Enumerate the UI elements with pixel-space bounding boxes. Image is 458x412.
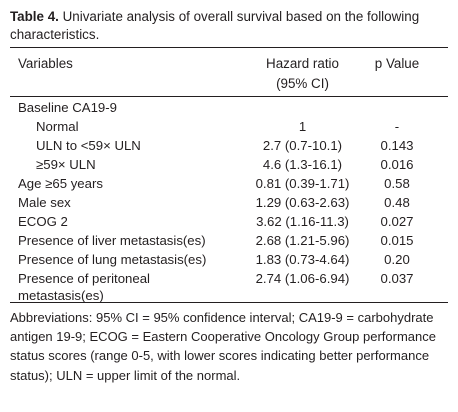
cell-p-value: 0.20 (384, 252, 410, 267)
column-header-variables: Variables (18, 56, 73, 71)
cell-p-value: 0.58 (384, 176, 410, 191)
cell-variable: metastasis(es) (18, 288, 104, 303)
table-row: ≥59× ULN 4.6 (1.3-16.1) 0.016 (0, 155, 458, 174)
table-caption-label: Table 4. (10, 9, 59, 24)
cell-variable: ECOG 2 (18, 214, 68, 229)
cell-hazard-ratio: 4.6 (1.3-16.1) (262, 157, 343, 172)
table-caption: Table 4. Univariate analysis of overall … (10, 8, 450, 44)
cell-p-value: 0.143 (380, 138, 414, 153)
table-row: ULN to <59× ULN 2.7 (0.7-10.1) 0.143 (0, 136, 458, 155)
table-row: Age ≥65 years 0.81 (0.39-1.71) 0.58 (0, 174, 458, 193)
table-row: Presence of liver metastasis(es) 2.68 (1.… (0, 231, 458, 250)
table-row: Male sex 1.29 (0.63-2.63) 0.48 (0, 193, 458, 212)
cell-variable: Baseline CA19-9 (18, 100, 117, 115)
column-header-p-value: p Value (374, 56, 420, 71)
cell-p-value: 0.027 (380, 214, 414, 229)
cell-hazard-ratio: 1.83 (0.73-4.64) (255, 252, 350, 267)
top-rule (10, 47, 448, 48)
table-row: ECOG 2 3.62 (1.16-11.3) 0.027 (0, 212, 458, 231)
table-caption-text: Univariate analysis of overall survival … (10, 9, 420, 42)
table-footnote: Abbreviations: 95% CI = 95% confidence i… (10, 310, 436, 383)
cell-hazard-ratio: 2.74 (1.06-6.94) (255, 271, 350, 286)
cell-p-value: 0.015 (380, 233, 414, 248)
header-rule (10, 96, 448, 97)
table-row: Baseline CA19-9 (0, 98, 458, 117)
cell-variable: Presence of liver metastasis(es) (18, 233, 206, 248)
cell-hazard-ratio: 0.81 (0.39-1.71) (255, 176, 350, 191)
table-row: metastasis(es) (0, 286, 458, 305)
cell-variable: Male sex (18, 195, 71, 210)
cell-p-value: 0.016 (380, 157, 414, 172)
cell-variable: Age ≥65 years (18, 176, 103, 191)
column-header-hazard-ratio: Hazard ratio (95% CI) (250, 55, 355, 93)
table-row: Normal 1 - (0, 117, 458, 136)
cell-variable: Presence of peritoneal (18, 271, 150, 286)
bottom-rule (10, 302, 448, 303)
cell-p-value: - (394, 119, 400, 134)
cell-hazard-ratio: 3.62 (1.16-11.3) (256, 214, 349, 229)
column-header-hazard-ratio-line2: (95% CI) (276, 76, 329, 91)
table-row: Presence of lung metastasis(es) 1.83 (0.7… (0, 250, 458, 269)
cell-hazard-ratio: 2.7 (0.7-10.1) (262, 138, 343, 153)
cell-hazard-ratio: 1 (298, 119, 307, 134)
cell-hazard-ratio: 1.29 (0.63-2.63) (255, 195, 350, 210)
table-row: Presence of peritoneal 2.74 (1.06-6.94) 0.… (0, 269, 458, 288)
cell-variable: ≥59× ULN (36, 157, 96, 172)
cell-variable: Normal (36, 119, 79, 134)
cell-variable: ULN to <59× ULN (36, 138, 141, 153)
column-header-hazard-ratio-line1: Hazard ratio (266, 56, 339, 71)
cell-p-value: 0.037 (380, 271, 414, 286)
cell-p-value: 0.48 (384, 195, 410, 210)
cell-hazard-ratio: 2.68 (1.21-5.96) (255, 233, 350, 248)
cell-variable: Presence of lung metastasis(es) (18, 252, 207, 267)
